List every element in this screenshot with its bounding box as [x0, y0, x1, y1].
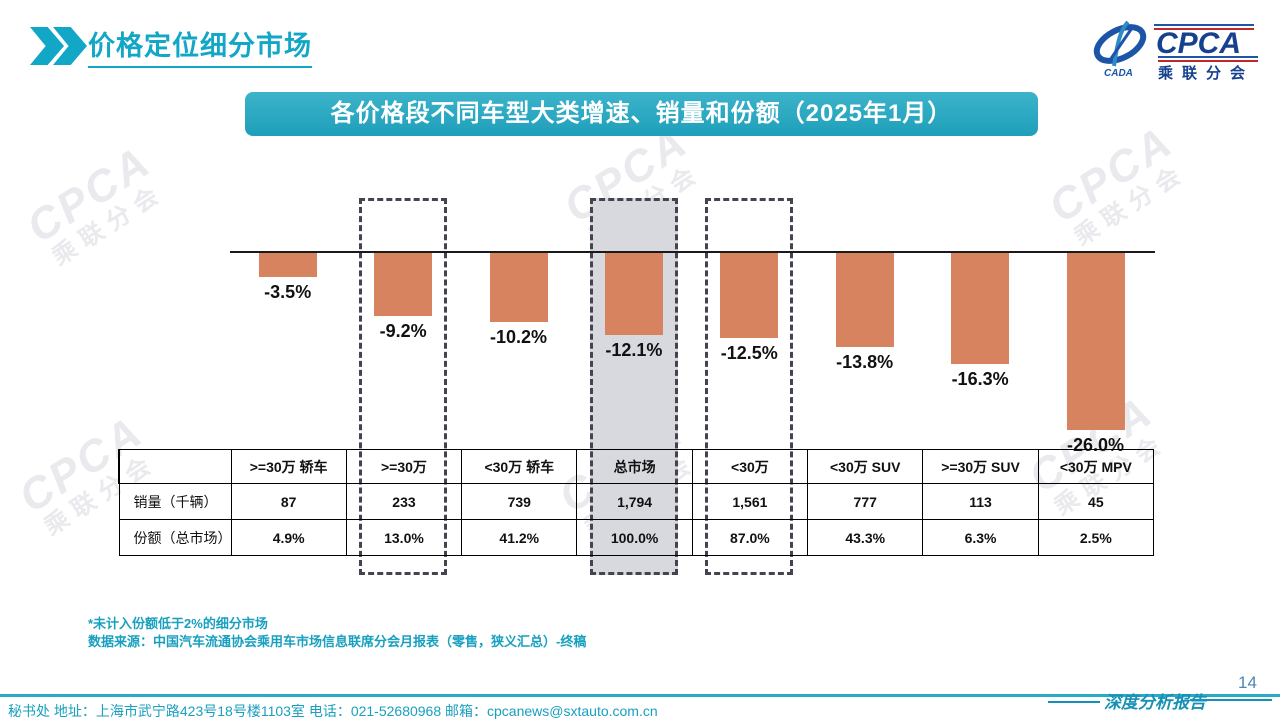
bar-value-label: -12.5% [720, 343, 778, 363]
table-cell: 6.3% [922, 519, 1039, 556]
table-column-header: >=30万 [345, 449, 463, 484]
page-number: 14 [1238, 673, 1257, 692]
table-cell: 739 [461, 483, 578, 520]
table-row: 份额（总市场） 4.9% 13.0% 41.2% 100.0% 87.0% 43.3% 6.3… [118, 519, 1155, 556]
table-column-header: <30万 轿车 [461, 449, 578, 484]
report-label-line-left [1048, 701, 1100, 703]
cpca-logo: CADA CPCA 乘联分会 [1093, 20, 1258, 80]
table-cell: 4.9% [230, 519, 347, 556]
table-column-header: 总市场 [576, 449, 693, 484]
double-chevron-icon [30, 27, 87, 65]
report-label: 深度分析报告 [1104, 693, 1206, 712]
page-title: 价格定位细分市场 [88, 24, 312, 68]
bar-3 [489, 253, 548, 323]
table-column-header: <30万 MPV [1037, 449, 1155, 484]
table-header-row: >=30万 轿车 >=30万 <30万 轿车 总市场 <30万 <30万 SUV >=30万… [118, 449, 1155, 484]
logo-chinese-name: 乘联分会 [1157, 64, 1254, 80]
highlight-box-5 [705, 198, 794, 575]
footer-divider [0, 694, 1280, 697]
table-cell: 87 [230, 483, 347, 520]
table-cell: 1,794 [576, 483, 693, 520]
cada-text: CADA [1104, 68, 1133, 79]
table-cell: 41.2% [461, 519, 578, 556]
table-column-header: <30万 [691, 449, 809, 484]
cpca-stripes [1154, 24, 1258, 62]
table-cell: 2.5% [1037, 519, 1155, 556]
data-source-note: 数据来源：中国汽车流通协会乘用车市场信息联席分会月报表（零售，狭义汇总）-终稿 [88, 634, 587, 649]
table-column-header: <30万 SUV [807, 449, 924, 484]
bar-2 [374, 253, 433, 316]
report-label-line-right [1190, 699, 1272, 701]
bar-5 [720, 253, 779, 338]
segment-data-table: >=30万 轿车 >=30万 <30万 轿车 总市场 <30万 <30万 SUV >=30万… [118, 449, 1155, 556]
table-cell: 233 [345, 483, 463, 520]
bar-value-label: -3.5% [264, 281, 312, 302]
footer-contact: 秘书处 地址：上海市武宁路423号18号楼1103室 电话：021-526809… [8, 703, 658, 719]
table-cell: 1,561 [691, 483, 809, 520]
bar-value-label: -16.3% [951, 368, 1009, 389]
bar-1 [258, 253, 317, 277]
bar-value-label: -13.8% [836, 351, 894, 372]
bar-6 [835, 253, 894, 347]
table-column-header: >=30万 轿车 [230, 449, 347, 484]
table-cell: 45 [1037, 483, 1155, 520]
bar-value-label: -12.1% [605, 340, 663, 361]
table-row-header: 销量（千辆） [118, 483, 232, 520]
footnote: *未计入份额低于2%的细分市场 [88, 616, 268, 631]
table-corner-cell [118, 449, 232, 484]
table-cell: 87.0% [691, 519, 809, 556]
table-row-header: 份额（总市场） [118, 519, 232, 556]
table-cell: 777 [807, 483, 924, 520]
cpca-text: CPCA [1156, 27, 1241, 60]
highlight-box-2 [359, 198, 448, 575]
bar-4 [604, 253, 663, 336]
bar-value-label: -9.2% [379, 320, 427, 341]
bar-8 [1066, 253, 1125, 430]
table-cell: 43.3% [807, 519, 924, 556]
zero-axis-line [230, 251, 1155, 253]
table-row: 销量（千辆） 87 233 739 1,794 1,561 777 113 45 [118, 483, 1155, 520]
chart-banner-title: 各价格段不同车型大类增速、销量和份额（2025年1月） [245, 92, 1038, 136]
table-cell: 113 [922, 483, 1039, 520]
cpca-swoosh-icon [1093, 20, 1147, 67]
table-cell: 13.0% [345, 519, 463, 556]
bar-7 [951, 253, 1010, 364]
table-cell: 100.0% [576, 519, 693, 556]
table-column-header: >=30万 SUV [922, 449, 1039, 484]
bar-value-label: -10.2% [489, 327, 548, 348]
